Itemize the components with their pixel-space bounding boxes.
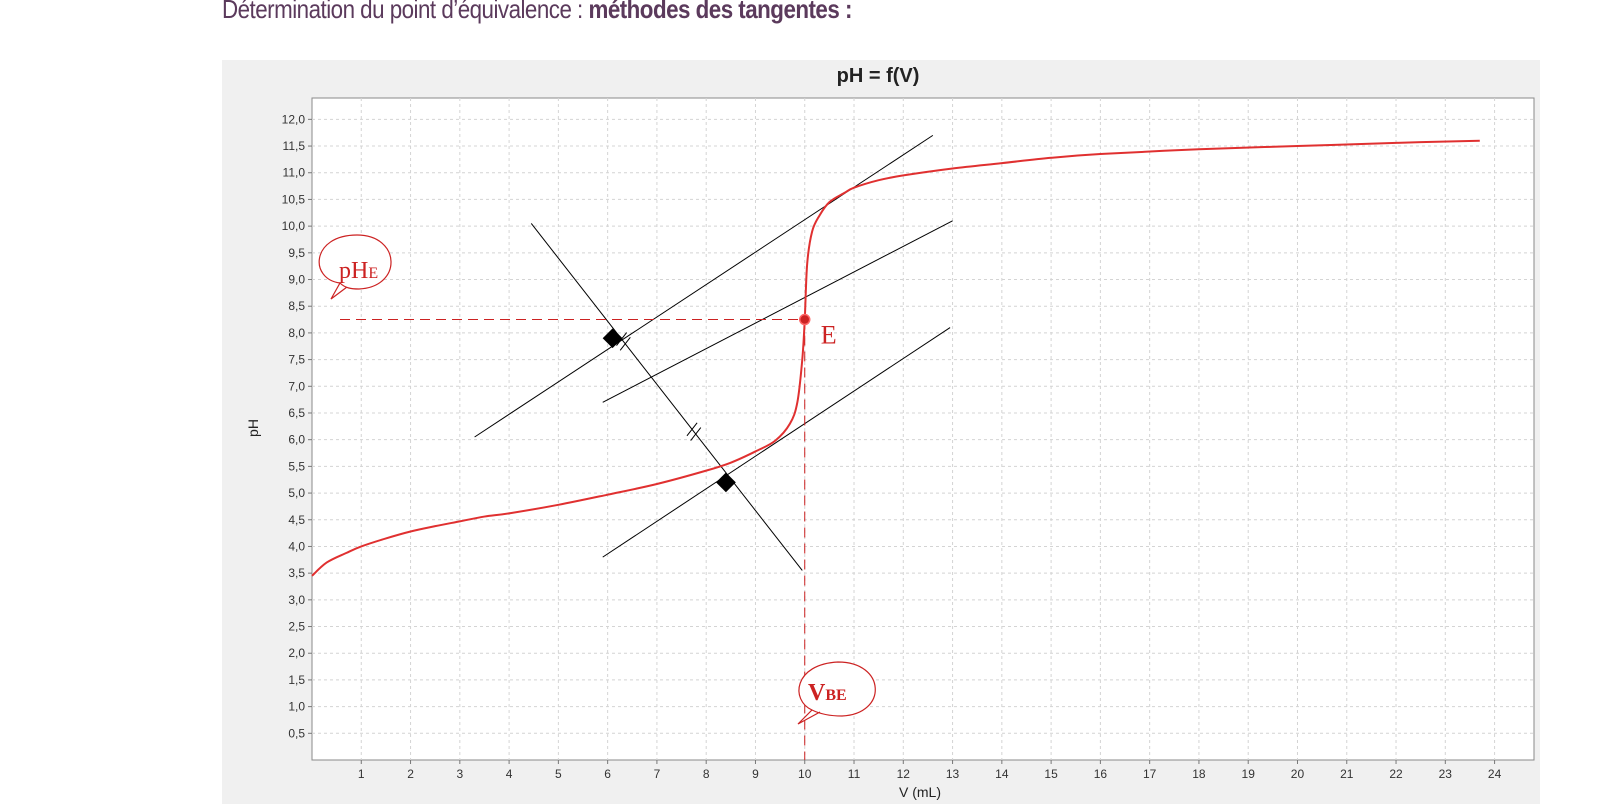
x-tick-label: 20 (1291, 767, 1305, 781)
x-tick-label: 21 (1340, 767, 1354, 781)
x-tick-label: 12 (897, 767, 911, 781)
x-tick-label: 4 (506, 767, 513, 781)
y-axis-label: pH (245, 419, 261, 437)
y-tick-label: 3,0 (288, 593, 305, 607)
heading-bold-text: méthodes des tangentes : (588, 0, 852, 24)
tangent-point-marker (716, 472, 736, 493)
y-tick-label: 10,5 (282, 192, 306, 206)
x-axis-label: V (mL) (899, 784, 941, 800)
y-axis-ticks: 0,5 1,0 1,5 2,0 2,5 3,0 3,5 4,0 4,5 5,0 5,5 6,0 6,5 7… (282, 112, 312, 740)
x-tick-label: 18 (1192, 767, 1206, 781)
y-tick-label: 5,5 (288, 459, 305, 473)
y-tick-label: 9,0 (288, 273, 305, 287)
y-tick-label: 8,5 (288, 299, 305, 313)
y-tick-label: 2,0 (288, 646, 305, 660)
y-tick-label: 5,0 (288, 486, 305, 500)
heading-normal-text: Détermination du point d’équivalence : (222, 0, 589, 24)
volume-callout-main: V (808, 680, 826, 706)
y-tick-label: 7,0 (288, 379, 305, 393)
chart-title: pH = f(V) (837, 65, 920, 87)
tangent-point-marker (602, 328, 623, 349)
y-tick-label: 10,0 (282, 219, 306, 233)
x-tick-label: 9 (752, 767, 759, 781)
equal-segment-mark (690, 427, 702, 441)
x-tick-label: 7 (654, 767, 661, 781)
x-tick-label: 15 (1044, 767, 1058, 781)
page-heading: Détermination du point d’équivalence : m… (222, 0, 852, 25)
x-tick-label: 24 (1488, 767, 1502, 781)
x-tick-label: 22 (1389, 767, 1403, 781)
y-tick-label: 6,5 (288, 406, 305, 420)
plot-area (311, 97, 1535, 761)
x-tick-label: 16 (1094, 767, 1108, 781)
x-tick-label: 2 (407, 767, 414, 781)
ph-callout-sub: E (368, 265, 378, 282)
x-tick-label: 19 (1242, 767, 1256, 781)
x-tick-label: 10 (798, 767, 812, 781)
x-tick-label: 17 (1143, 767, 1157, 781)
x-tick-label: 23 (1439, 767, 1453, 781)
x-tick-label: 11 (848, 767, 861, 781)
y-tick-label: 1,5 (288, 673, 305, 687)
x-tick-label: 8 (703, 767, 710, 781)
x-axis-ticks: 1 2 3 4 5 6 7 8 9 10 11 12 13 14 15 16 17 18 19 20 21 22 23 24 (358, 760, 1502, 781)
y-tick-label: 7,5 (288, 353, 305, 367)
equivalence-dot (798, 313, 811, 326)
x-tick-label: 6 (604, 767, 611, 781)
volume-callout-sub: BE (825, 687, 846, 704)
tangent-construction (474, 134, 953, 571)
ph-callout-main: pH (339, 258, 368, 284)
y-tick-label: 0,5 (288, 726, 305, 740)
equal-segment-mark (686, 422, 698, 437)
y-tick-label: 9,5 (288, 246, 305, 260)
equivalence-label: E (821, 321, 837, 350)
equivalence-point: E (798, 313, 837, 350)
x-tick-label: 1 (358, 767, 365, 781)
y-tick-label: 4,5 (288, 513, 305, 527)
x-tick-label: 13 (946, 767, 960, 781)
y-tick-label: 12,0 (282, 112, 306, 126)
volume-callout-label: VBE (808, 680, 847, 706)
x-tick-label: 14 (995, 767, 1009, 781)
x-tick-label: 3 (456, 767, 463, 781)
equal-segment-mark (619, 337, 631, 351)
volume-callout-bubble (797, 661, 876, 725)
y-tick-label: 1,0 (288, 700, 305, 714)
tangent-line (530, 223, 803, 571)
y-tick-label: 11,5 (283, 139, 306, 153)
y-tick-label: 3,5 (288, 566, 305, 580)
y-tick-label: 4,0 (288, 539, 305, 553)
equal-segment-mark (616, 332, 628, 346)
tangent-line (474, 134, 934, 438)
x-tick-label: 5 (555, 767, 562, 781)
tangent-line (602, 327, 951, 558)
y-tick-label: 8,0 (288, 326, 305, 340)
ph-callout-bubble (318, 234, 392, 300)
y-tick-label: 2,5 (288, 620, 305, 634)
grid-lines (312, 98, 1534, 760)
tangent-line (602, 220, 953, 403)
ph-callout-label: pHE (339, 258, 378, 284)
y-tick-label: 11,0 (283, 166, 306, 180)
ph-curve (311, 139, 1480, 577)
equivalence-guides (340, 319, 806, 760)
y-tick-label: 6,0 (288, 433, 305, 447)
